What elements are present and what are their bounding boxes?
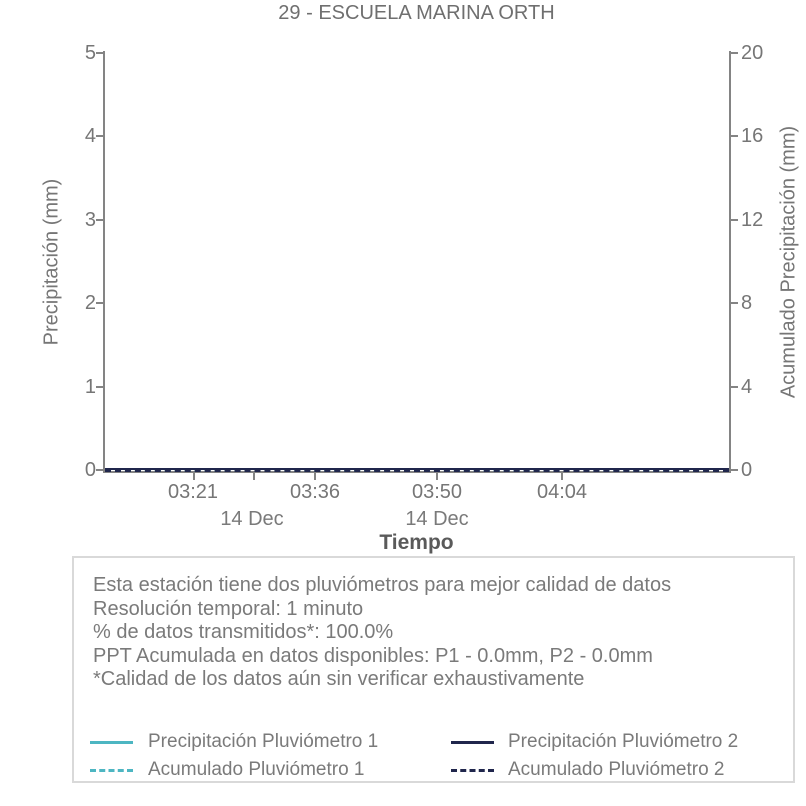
y-right-tickmark — [730, 52, 738, 54]
y-left-tickmark — [96, 469, 103, 471]
chart-title: 29 - ESCUELA MARINA ORTH — [278, 2, 555, 24]
info-text-block: Esta estación tiene dos pluviómetros par… — [93, 574, 783, 692]
y-right-spine — [729, 51, 731, 473]
x-axis-title: Tiempo — [379, 531, 454, 554]
legend-sample-acumulado-pluviometro-1 — [90, 769, 133, 772]
legend-label-acumulado-pluviometro-2: Acumulado Pluviómetro 2 — [508, 759, 725, 780]
x-date-label-1: 14 Dec — [220, 508, 284, 530]
y-right-tick-0: 0 — [741, 459, 753, 481]
series-line-precipitacion-pluviometro-2 — [104, 467, 729, 471]
y-left-tick-1: 1 — [84, 376, 96, 398]
y-left-spine — [103, 51, 105, 473]
info-box: Esta estación tiene dos pluviómetros par… — [72, 556, 795, 783]
legend-sample-precipitacion-pluviometro-1 — [90, 740, 133, 744]
y-right-tickmark — [730, 302, 738, 304]
x-tickmark — [314, 472, 316, 480]
y-right-tickmark — [730, 219, 738, 221]
y-left-tickmark — [96, 52, 103, 54]
y-left-tick-3: 3 — [84, 209, 96, 231]
y-right-tick-12: 12 — [741, 209, 764, 231]
series-line-acumulado-pluviometro-2 — [104, 470, 729, 473]
y-left-tickmark — [96, 135, 103, 137]
info-line-accumulated: PPT Acumulada en datos disponibles: P1 -… — [93, 644, 653, 667]
x-tickmark — [192, 472, 195, 480]
legend-label-precipitacion-pluviometro-1: Precipitación Pluviómetro 1 — [148, 731, 379, 752]
legend-label-acumulado-pluviometro-1: Acumulado Pluviómetro 1 — [148, 759, 365, 780]
x-tick-0350: 03:50 — [411, 481, 463, 503]
y-right-axis-title: Acumulado Precipitación (mm) — [777, 125, 800, 399]
legend-sample-precipitacion-pluviometro-2 — [451, 740, 494, 744]
y-right-tick-4: 4 — [741, 376, 753, 398]
y-right-tick-8: 8 — [741, 292, 753, 314]
legend-label-precipitacion-pluviometro-2: Precipitación Pluviómetro 2 — [508, 731, 739, 752]
y-left-tick-5: 5 — [84, 42, 96, 64]
y-left-tick-4: 4 — [84, 125, 96, 147]
y-left-tickmark — [96, 302, 103, 304]
x-tick-0336: 03:36 — [289, 481, 341, 503]
info-line-resolution: Resolución temporal: 1 minuto — [93, 597, 364, 620]
info-line-station: Esta estación tiene dos pluviómetros par… — [93, 574, 672, 596]
x-tick-0404: 04:04 — [536, 481, 588, 503]
legend-sample-acumulado-pluviometro-2 — [451, 769, 494, 772]
y-right-tick-16: 16 — [741, 125, 764, 147]
x-tickmark — [436, 472, 438, 480]
info-line-quality: *Calidad de los datos aún sin verificar … — [93, 668, 585, 691]
y-right-tickmark — [730, 469, 738, 471]
y-right-tickmark — [730, 135, 738, 137]
info-line-transmitted: % de datos transmitidos*: 100.0% — [93, 621, 394, 644]
y-right-tickmark — [730, 386, 738, 388]
x-date-label-2: 14 Dec — [405, 508, 469, 530]
y-left-tickmark — [96, 219, 103, 221]
y-right-tick-20: 20 — [741, 42, 764, 64]
x-tickmark — [561, 472, 563, 480]
y-left-tick-0: 0 — [84, 459, 96, 481]
x-minor-tickmark — [252, 472, 255, 480]
y-left-axis-title: Precipitación (mm) — [40, 178, 63, 346]
y-left-tick-2: 2 — [84, 292, 96, 314]
x-tick-0321: 03:21 — [167, 481, 219, 503]
y-left-tickmark — [96, 386, 103, 388]
